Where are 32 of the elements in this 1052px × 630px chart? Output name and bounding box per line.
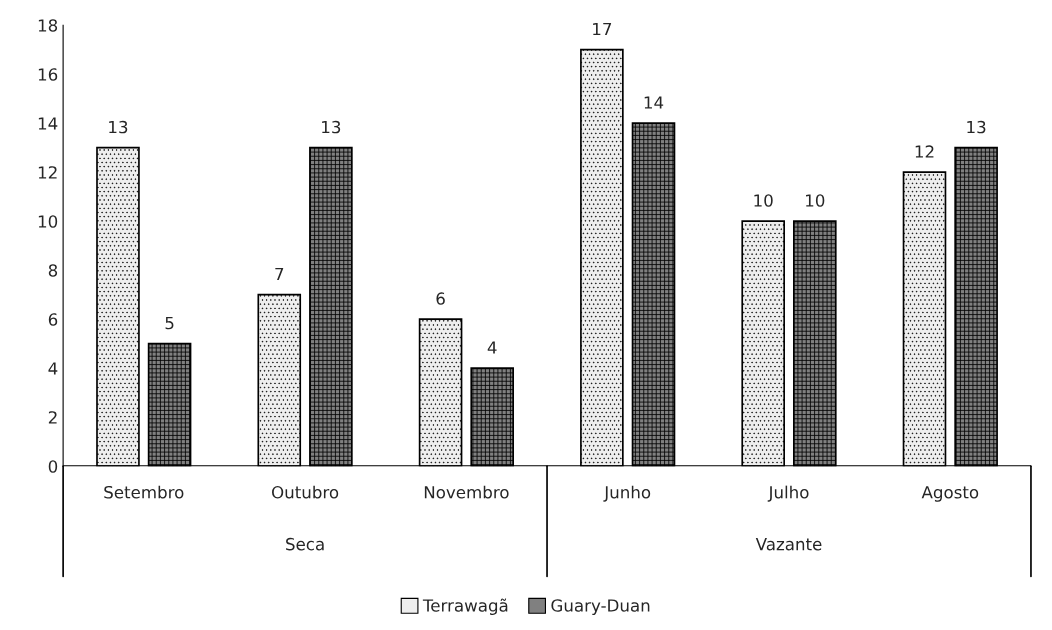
data-label: 7	[275, 267, 284, 281]
data-label: 10	[806, 194, 825, 207]
x-tick-label: Setembro	[104, 485, 184, 499]
y-tick-label: 16	[38, 68, 58, 81]
y-tick-label: 14	[38, 117, 58, 130]
data-label: 14	[644, 96, 664, 109]
data-label: 13	[322, 120, 341, 134]
text: Vazante	[755, 538, 822, 551]
legend-label: Guary-Duan	[551, 599, 650, 615]
data-label: 5	[165, 316, 174, 330]
data-label: 4	[487, 341, 497, 354]
y-tick-label: 0	[48, 460, 58, 473]
y-tick-label: 8	[48, 264, 58, 277]
y-tick-label: 12	[38, 166, 57, 179]
legend-label: Terrawagã	[422, 598, 508, 615]
data-label: 6	[436, 292, 445, 305]
y-tick-label: 4	[48, 362, 58, 375]
x-tick-label: Junho	[603, 485, 651, 502]
y-tick-label: 18	[38, 19, 58, 32]
data-label: 10	[754, 194, 773, 207]
x-tick-label: Outubro	[272, 485, 339, 499]
data-label: 12	[915, 145, 934, 158]
text: Seca	[286, 537, 324, 551]
data-label: 17	[593, 22, 612, 36]
x-tick-label: Julho	[767, 485, 809, 502]
y-tick-label: 10	[38, 215, 58, 228]
x-tick-label: Agosto	[921, 486, 979, 502]
data-label: 13	[967, 120, 986, 134]
y-tick-label: 2	[48, 411, 57, 424]
y-tick-label: 6	[48, 313, 58, 326]
data-label: 13	[109, 120, 128, 134]
x-tick-label: Novembro	[424, 485, 509, 499]
